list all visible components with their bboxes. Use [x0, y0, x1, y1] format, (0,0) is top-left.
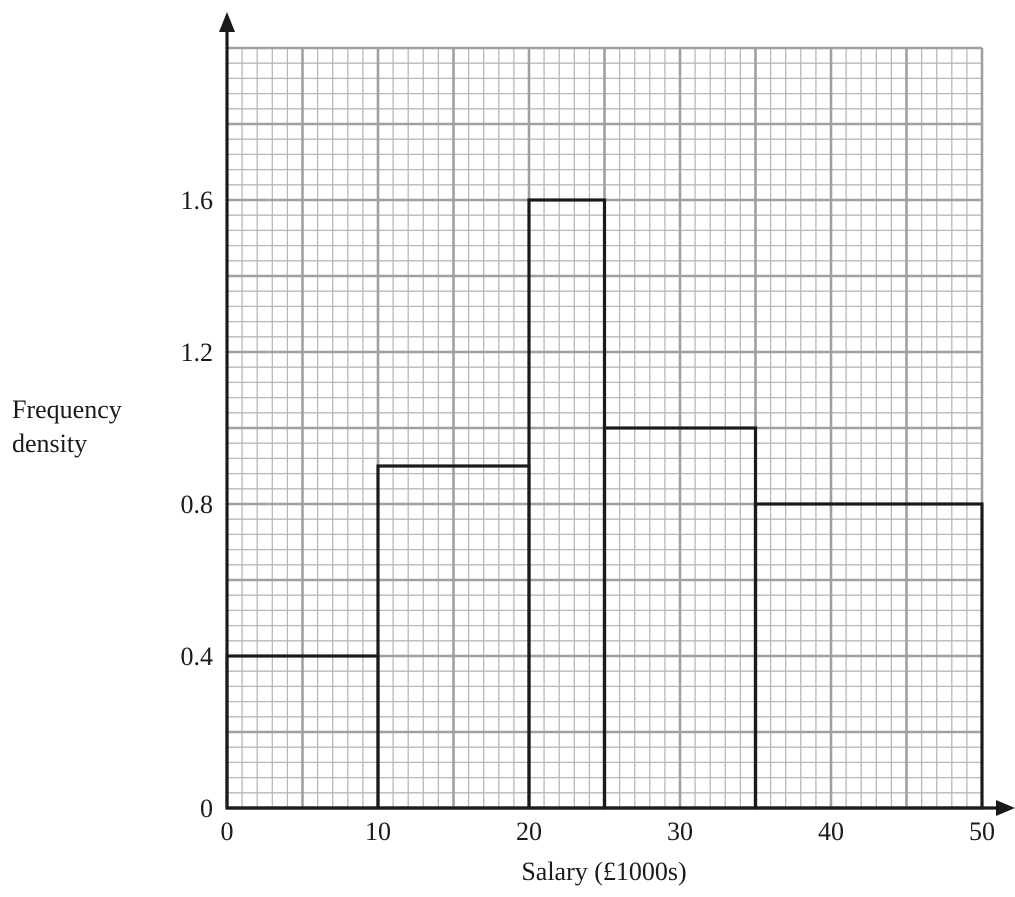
y-tick-label: 0.4: [181, 642, 214, 671]
x-tick-label: 50: [969, 817, 995, 846]
y-axis-title-line-1: Frequency: [12, 395, 122, 424]
x-axis-title: Salary (£1000s): [521, 857, 686, 886]
y-tick-label: 1.2: [181, 338, 214, 367]
tick-labels: 0 10 20 30 40 50 0 0.4 0.8 1.2 1.6: [181, 186, 996, 846]
x-tick-label: 0: [221, 817, 234, 846]
axes: [219, 12, 1015, 816]
y-tick-label: 0: [200, 794, 213, 823]
y-axis-arrowhead: [219, 12, 235, 32]
y-tick-label: 1.6: [181, 186, 214, 215]
x-axis-arrowhead: [996, 800, 1015, 816]
x-tick-label: 30: [667, 817, 693, 846]
x-tick-label: 10: [365, 817, 391, 846]
y-tick-label: 0.8: [181, 490, 214, 519]
y-axis-title-line-2: density: [12, 429, 87, 458]
x-tick-label: 20: [516, 817, 542, 846]
x-tick-label: 40: [818, 817, 844, 846]
